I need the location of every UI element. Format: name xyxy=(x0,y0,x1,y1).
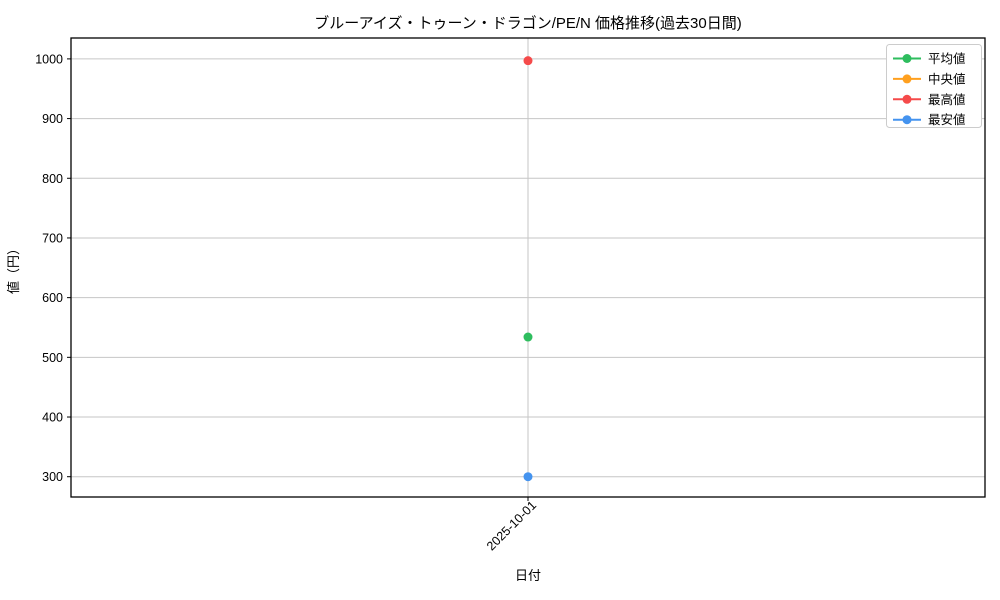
legend-marker-median xyxy=(902,74,912,84)
data-point-min xyxy=(523,472,533,482)
y-tick-label: 900 xyxy=(42,112,63,126)
data-point-max xyxy=(523,56,533,66)
x-axis-label: 日付 xyxy=(515,568,541,583)
y-tick-label: 300 xyxy=(42,470,63,484)
legend-item-min: 最安値 xyxy=(893,112,966,127)
legend-marker-average xyxy=(902,54,912,63)
legend-label-min: 最安値 xyxy=(928,112,966,127)
y-tick-label: 600 xyxy=(42,291,63,305)
y-tick-label: 500 xyxy=(42,351,63,365)
y-tick-label: 1000 xyxy=(35,52,63,66)
legend-marker-max xyxy=(902,94,912,104)
y-axis-label: 値（円） xyxy=(6,242,21,294)
legend-box xyxy=(886,44,982,128)
legend-label-average: 平均値 xyxy=(928,51,966,66)
y-tick-label: 700 xyxy=(42,231,63,245)
y-tick-label: 400 xyxy=(42,411,63,425)
axes-frame xyxy=(70,37,986,498)
legend-item-average: 平均値 xyxy=(893,51,966,66)
legend-item-max: 最高値 xyxy=(893,92,966,107)
chart-title: ブルーアイズ・トゥーン・ドラゴン/PE/N 価格推移(過去30日間) xyxy=(314,14,741,32)
data-point-average xyxy=(523,332,533,342)
legend-label-max: 最高値 xyxy=(928,92,966,107)
legend-item-median: 中央値 xyxy=(893,71,966,86)
x-tick-label: 2025-10-01 xyxy=(484,498,539,553)
y-tick-label: 800 xyxy=(42,172,63,186)
legend-label-median: 中央値 xyxy=(928,71,966,86)
legend-marker-min xyxy=(902,115,912,125)
